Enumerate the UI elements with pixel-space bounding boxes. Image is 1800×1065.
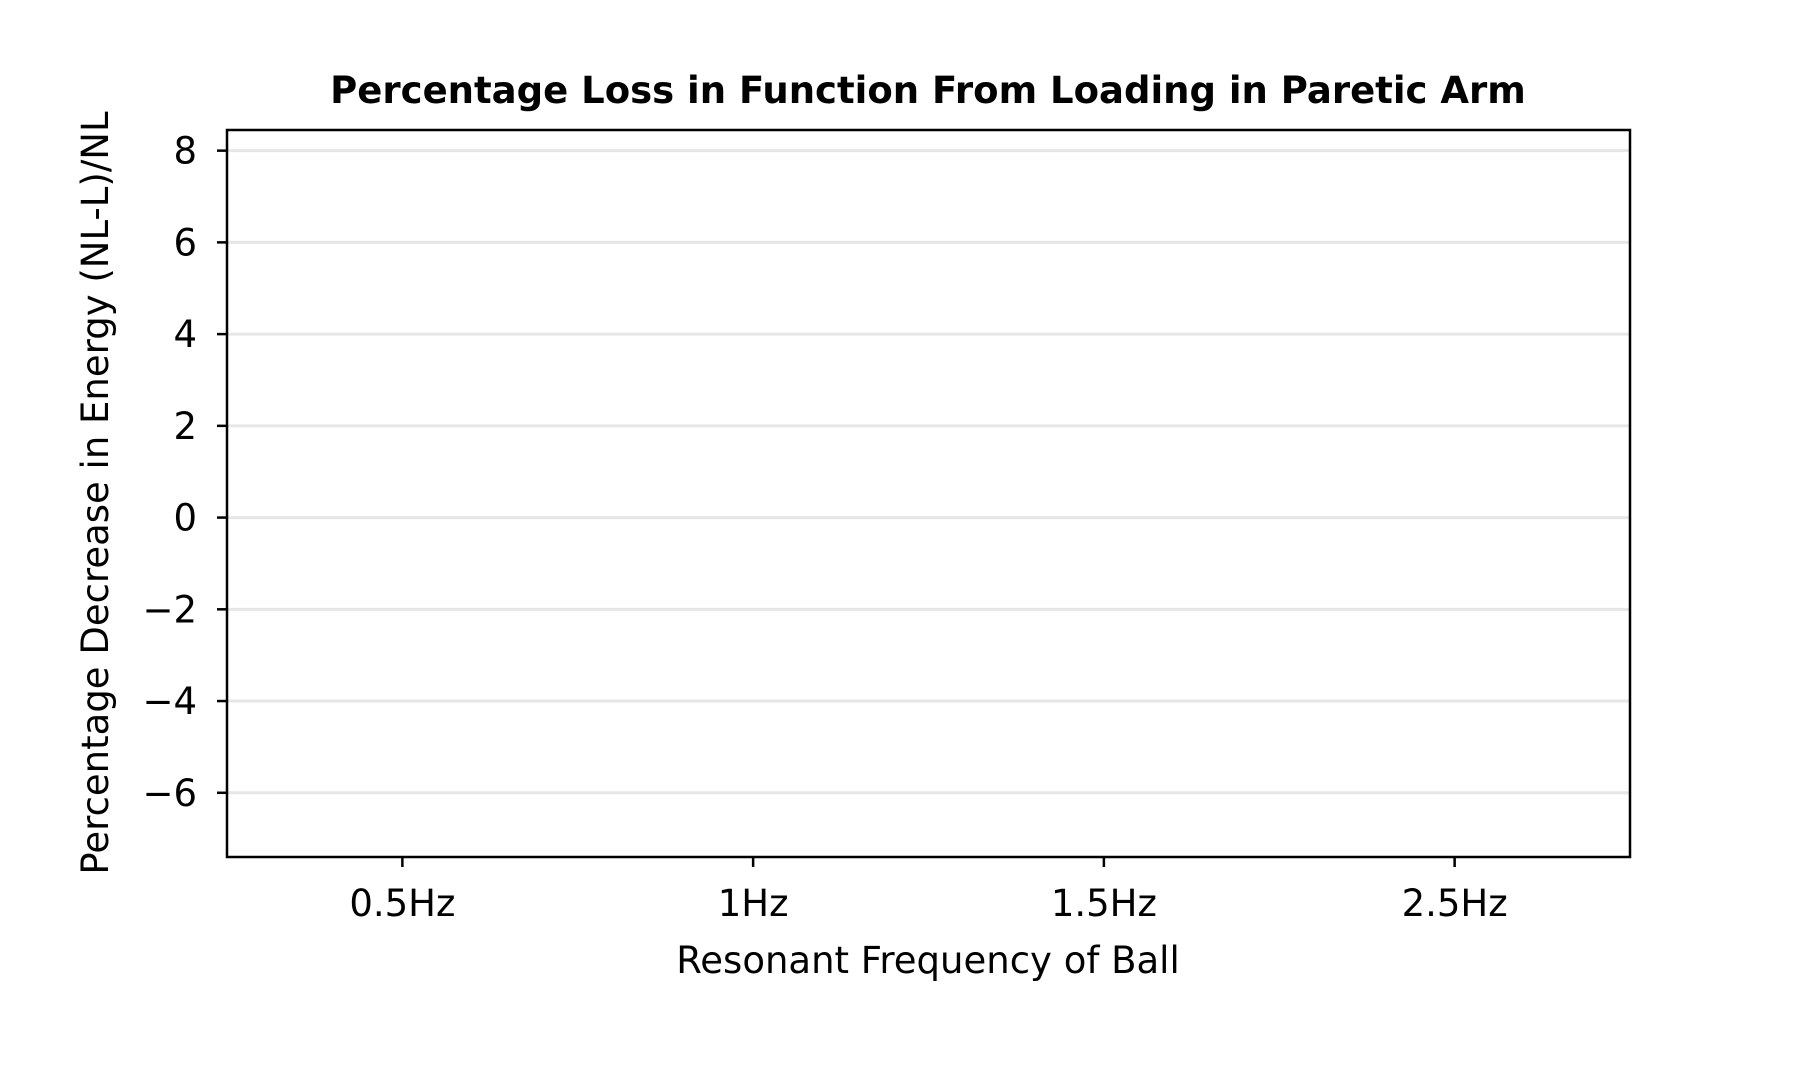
- x-tick-label: 1.5Hz: [1051, 882, 1157, 925]
- y-tick-label: 0: [173, 497, 197, 540]
- y-tick-label: −4: [142, 680, 197, 723]
- y-tick-label: −6: [142, 772, 197, 815]
- y-axis: 8 6 4 2 0 −2 −4 −6: [142, 130, 227, 815]
- y-tick-label: 2: [173, 405, 197, 448]
- y-tick-label: 4: [173, 313, 197, 356]
- y-tick-label: 6: [173, 221, 197, 264]
- x-tick-label: 1Hz: [718, 882, 789, 925]
- x-tick-label: 2.5Hz: [1402, 882, 1508, 925]
- chart-title: Percentage Loss in Function From Loading…: [330, 69, 1526, 112]
- y-tick-label: 8: [173, 130, 197, 173]
- x-axis: 0.5Hz 1Hz 1.5Hz 2.5Hz: [349, 857, 1508, 925]
- plot-frame: [225, 128, 1632, 859]
- y-axis-label: Percentage Decrease in Energy (NL-L)/NL: [74, 111, 117, 875]
- y-tick-label: −2: [142, 588, 197, 631]
- grid-lines: [227, 149, 1630, 795]
- x-axis-label: Resonant Frequency of Ball: [676, 939, 1180, 982]
- x-tick-label: 0.5Hz: [349, 882, 455, 925]
